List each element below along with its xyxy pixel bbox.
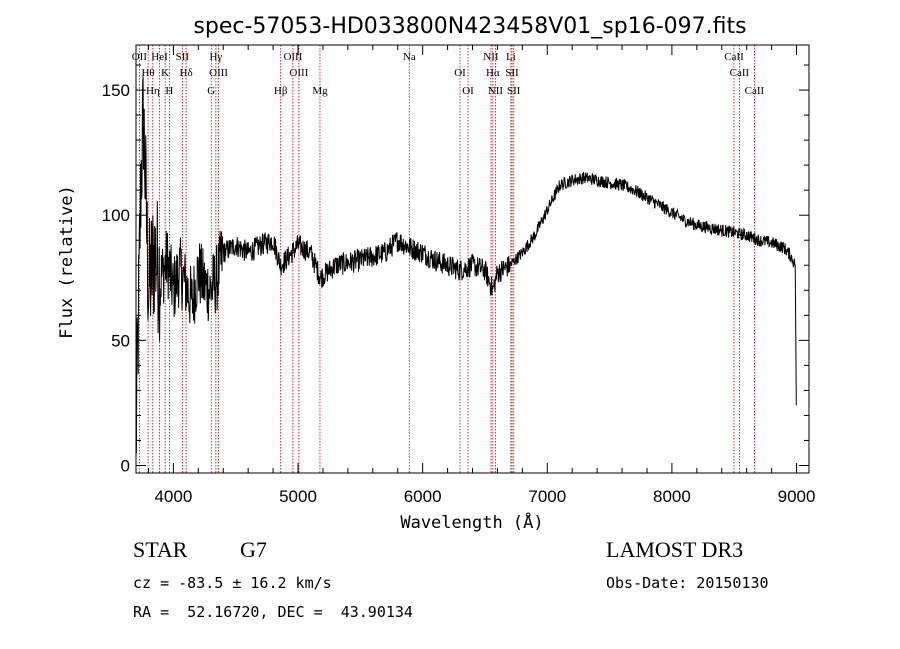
spectral-line-label: H (165, 85, 173, 97)
spectral-line-label: OI (462, 85, 474, 97)
spectral-line-label: OI (454, 67, 466, 79)
spectral-line-label: OII (132, 51, 148, 63)
spectral-line-label: SII (507, 85, 521, 97)
x-axis-ticks: 4000 5000 6000 7000 8000 9000 (147, 45, 816, 506)
spectral-line-label: Hβ (274, 85, 288, 97)
x-tick-label: 5000 (279, 487, 317, 506)
object-type: STAR (133, 537, 188, 562)
x-tick-label: 4000 (154, 487, 192, 506)
spectral-line-label: CaII (745, 85, 765, 97)
spectral-line-label: Hθ (141, 67, 154, 79)
spectral-line-labels: OIIHθHηHeIKHSIIHδGHγOIIIHβOIIIOIIIMgNaOI… (132, 51, 765, 97)
spectral-line-label: NII (488, 85, 504, 97)
spectral-line-markers (138, 45, 755, 473)
spectrum-line (135, 76, 797, 454)
y-tick-label: 0 (121, 456, 130, 475)
survey-name: LAMOST DR3 (606, 537, 744, 562)
spectral-line-label: Hη (146, 85, 160, 97)
spectral-line-label: Hγ (209, 51, 222, 63)
x-tick-label: 7000 (528, 487, 566, 506)
spectral-line-label: SII (505, 67, 519, 79)
spectral-line-label: CaII (724, 51, 744, 63)
spectral-line-label: OIII (209, 67, 228, 79)
spectral-line-label: G (207, 85, 215, 97)
redshift-cz: cz = -83.5 ± 16.2 km/s (133, 574, 332, 592)
x-axis-label: Wavelength (Å) (400, 511, 543, 533)
x-tick-label: 9000 (778, 487, 816, 506)
spectral-line-label: Mg (312, 85, 328, 97)
y-axis-label: Flux (relative) (57, 185, 77, 339)
object-subclass: G7 (240, 537, 267, 562)
spectral-line-label: HeI (151, 51, 168, 63)
y-tick-label: 150 (102, 81, 130, 100)
spectral-line-label: Hδ (180, 67, 193, 79)
coordinates: RA = 52.16720, DEC = 43.90134 (133, 603, 413, 621)
spectral-line-label: Li (506, 51, 516, 63)
x-tick-label: 6000 (404, 487, 442, 506)
spectral-line-label: SII (176, 51, 190, 63)
y-axis-ticks: 0 50 100 150 (102, 64, 809, 475)
observation-date: Obs-Date: 20150130 (606, 574, 769, 592)
spectral-line-label: OIII (289, 67, 308, 79)
spectral-line-label: CaII (730, 67, 750, 79)
spectral-line-label: Hα (486, 67, 500, 79)
spectral-line-label: OIII (283, 51, 302, 63)
y-tick-label: 100 (102, 206, 130, 225)
x-tick-label: 8000 (653, 487, 691, 506)
chart-title: spec-57053-HD033800N423458V01_sp16-097.f… (193, 14, 746, 39)
spectral-line-label: K (161, 67, 169, 79)
spectral-line-label: NII (483, 51, 499, 63)
y-tick-label: 50 (111, 331, 130, 350)
spectral-line-label: Na (403, 51, 416, 63)
